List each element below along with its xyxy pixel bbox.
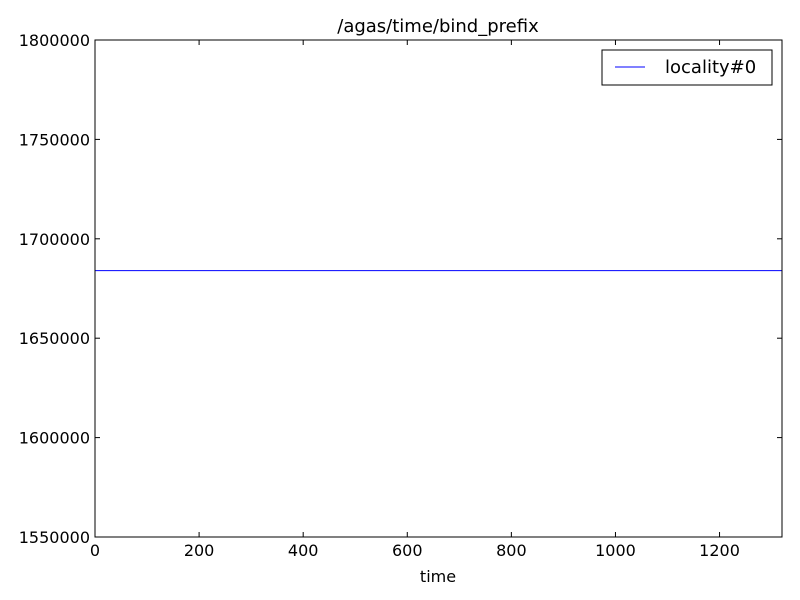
x-tick-label: 400 [288, 541, 319, 560]
x-tick-label: 0 [90, 541, 100, 560]
legend: locality#0 [601, 49, 773, 86]
y-tick-label: 1750000 [19, 130, 90, 149]
y-tick-label: 1550000 [19, 528, 90, 547]
y-tick-label: 1800000 [19, 31, 90, 50]
chart-title: /agas/time/bind_prefix [337, 16, 539, 37]
y-tick-label: 1650000 [19, 329, 90, 348]
y-tick-label: 1600000 [19, 429, 90, 448]
x-axis-label: time [420, 567, 456, 586]
x-tick-label: 600 [392, 541, 423, 560]
plot-frame [94, 39, 783, 538]
plot-area [95, 40, 782, 537]
x-tick-label: 800 [496, 541, 527, 560]
x-tick-label: 1000 [595, 541, 636, 560]
x-tick-label: 1200 [699, 541, 740, 560]
legend-label-locality: locality#0 [665, 57, 756, 78]
tick-labels: 0 200 400 600 800 1000 1200 1550000 1600000 16500… [19, 31, 740, 560]
y-tick-label: 1700000 [19, 230, 90, 249]
x-tick-label: 200 [184, 541, 215, 560]
